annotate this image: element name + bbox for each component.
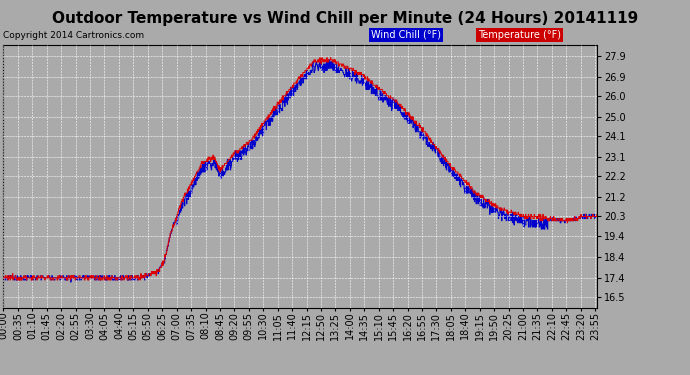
Text: Wind Chill (°F): Wind Chill (°F): [371, 30, 442, 40]
Text: Copyright 2014 Cartronics.com: Copyright 2014 Cartronics.com: [3, 31, 145, 40]
Text: Outdoor Temperature vs Wind Chill per Minute (24 Hours) 20141119: Outdoor Temperature vs Wind Chill per Mi…: [52, 11, 638, 26]
Text: Temperature (°F): Temperature (°F): [478, 30, 561, 40]
